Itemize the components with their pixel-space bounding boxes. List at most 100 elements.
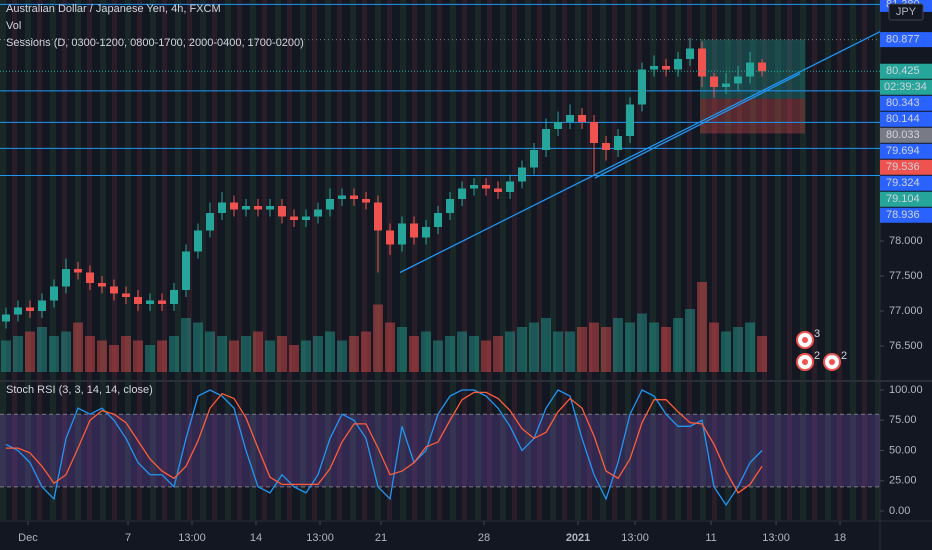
- candle-body: [86, 272, 95, 283]
- volume-bar: [613, 318, 624, 372]
- candle-body: [290, 216, 299, 220]
- volume-bar: [697, 282, 708, 372]
- volume-bar: [361, 331, 372, 372]
- volume-bar: [709, 322, 720, 372]
- price-label-box: [880, 32, 932, 48]
- y-tick-label: 75.00: [889, 414, 917, 426]
- candle-body: [470, 184, 479, 189]
- volume-bar: [589, 322, 600, 372]
- candle-body: [518, 167, 527, 182]
- price-label: 79.536: [886, 161, 920, 173]
- countdown: 02:39:34: [884, 81, 927, 93]
- volume-bar: [229, 340, 240, 372]
- volume-bar: [757, 336, 768, 372]
- candle-body: [530, 149, 539, 168]
- volume-bar: [301, 340, 312, 372]
- price-label-box: [880, 159, 932, 175]
- x-tick-label: 2021: [566, 532, 590, 544]
- volume-bar: [397, 327, 408, 372]
- price-label: 79.694: [886, 145, 920, 157]
- candle-body: [434, 212, 443, 227]
- candle-body: [614, 135, 623, 150]
- candle-body: [98, 282, 107, 287]
- candle-body: [674, 59, 683, 70]
- volume-bar: [289, 345, 300, 372]
- x-tick-label: 13:00: [306, 532, 334, 544]
- volume-bar: [745, 322, 756, 372]
- candle-body: [494, 188, 503, 192]
- volume-bar: [457, 331, 468, 372]
- candle-body: [278, 205, 287, 217]
- price-label-box: [880, 63, 932, 79]
- volume-bar: [181, 318, 192, 372]
- indicator-label: Stoch RSI (3, 3, 14, 14, close): [6, 384, 153, 396]
- candle-body: [722, 83, 731, 88]
- price-label-box: [880, 95, 932, 111]
- volume-bar: [157, 340, 168, 372]
- volume-bar: [337, 340, 348, 372]
- candle-body: [422, 226, 431, 238]
- candle-body: [26, 307, 35, 311]
- candle-body: [74, 268, 83, 273]
- candle-body: [710, 76, 719, 88]
- volume-bar: [733, 327, 744, 372]
- candle-body: [638, 69, 647, 105]
- candle-body: [122, 293, 131, 297]
- volume-bar: [661, 327, 672, 372]
- volume-bar: [25, 331, 36, 372]
- indicator-label: Sessions (D, 0300-1200, 0800-1700, 2000-…: [6, 37, 304, 49]
- trend-line: [399, 31, 881, 274]
- volume-bar: [637, 313, 648, 372]
- volume-bar: [325, 331, 336, 372]
- volume-bar: [445, 336, 456, 372]
- volume-bar: [61, 331, 72, 372]
- candle-body: [314, 209, 323, 217]
- candle-body: [158, 300, 167, 304]
- candle-body: [338, 195, 347, 199]
- candle-body: [146, 300, 155, 304]
- volume-bar: [253, 331, 264, 372]
- countdown-box: [880, 79, 932, 95]
- volume-bar: [73, 322, 84, 372]
- volume-bar: [109, 345, 120, 372]
- volume-bar: [649, 322, 660, 372]
- event-badge-icon: [802, 359, 808, 365]
- y-tick-label: 100.00: [889, 384, 923, 396]
- candle-body: [266, 205, 275, 210]
- currency: JPY: [896, 6, 917, 18]
- price-label: 79.104: [886, 193, 920, 205]
- volume-bar: [85, 336, 96, 372]
- event-badge-icon: [802, 337, 808, 343]
- volume-bar: [673, 318, 684, 372]
- candle-body: [350, 195, 359, 199]
- volume-bar: [13, 336, 24, 372]
- stoch-line: [6, 391, 763, 494]
- stoch-line: [5, 389, 763, 507]
- candle-body: [134, 296, 143, 304]
- candle-body: [458, 188, 467, 199]
- candle-body: [686, 48, 695, 60]
- candle-body: [650, 66, 659, 70]
- candle-body: [230, 202, 239, 210]
- candle-body: [38, 300, 47, 311]
- volume-bar: [265, 340, 276, 372]
- y-tick-label: 77.000: [889, 305, 923, 317]
- volume-bar: [37, 327, 48, 372]
- price-label: 80.033: [886, 129, 920, 141]
- candle-body: [446, 198, 455, 213]
- candle-body: [698, 48, 707, 77]
- volume-bar: [421, 331, 432, 372]
- candle-body: [62, 268, 71, 287]
- event-badge-count: 2: [814, 350, 820, 362]
- candle-body: [110, 286, 119, 294]
- volume-bar: [469, 336, 480, 372]
- volume-bar: [313, 336, 324, 372]
- x-tick-label: 13:00: [762, 532, 790, 544]
- candle-body: [182, 251, 191, 290]
- candle-body: [326, 198, 335, 210]
- candle-body: [386, 230, 395, 245]
- candle-body: [14, 307, 23, 315]
- x-tick-label: 13:00: [178, 532, 206, 544]
- candle-body: [302, 216, 311, 220]
